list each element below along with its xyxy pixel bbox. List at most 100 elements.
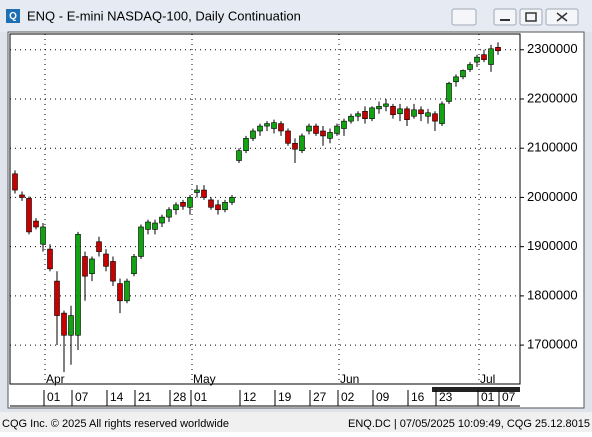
candle-body <box>446 82 452 102</box>
candle-body <box>411 109 417 117</box>
x-tick-label: 01 <box>194 390 208 404</box>
candle-body <box>341 120 347 129</box>
y-tick-label: 2000000 <box>527 189 578 204</box>
candle-body <box>474 56 480 63</box>
candle-body <box>495 47 501 52</box>
x-tick-label: 28 <box>173 390 187 404</box>
candle-body <box>439 103 445 124</box>
candle-body <box>145 221 151 230</box>
candle-body <box>40 226 46 245</box>
candle-body <box>152 222 158 230</box>
maximize-icon <box>525 12 537 22</box>
candle-body <box>61 312 67 336</box>
y-tick-label: 1800000 <box>527 287 578 302</box>
close-icon <box>556 12 568 22</box>
candle-body <box>82 256 88 277</box>
app-icon <box>6 9 20 23</box>
x-tick-label: 19 <box>278 390 292 404</box>
candle-body <box>348 115 354 122</box>
x-tick-label: 27 <box>313 390 327 404</box>
plot-area <box>9 33 521 385</box>
candle-body <box>313 125 319 134</box>
candle-body <box>320 130 326 137</box>
x-tick-label: 09 <box>376 390 390 404</box>
candle-body <box>243 138 249 151</box>
candle-body <box>383 103 389 107</box>
candle-body <box>26 198 32 233</box>
candle-body <box>369 107 375 119</box>
x-tick-label: 01 <box>481 390 495 404</box>
candle-body <box>432 113 438 122</box>
candle-body <box>75 234 81 336</box>
y-tick-label: 1700000 <box>527 337 578 352</box>
candle-body <box>236 150 242 161</box>
footer-left: CQG Inc. © 2025 All rights reserved worl… <box>2 418 229 430</box>
candle-body <box>264 123 270 127</box>
candle-body <box>47 248 53 270</box>
candle-body <box>327 132 333 139</box>
candle-body <box>33 220 39 228</box>
y-tick-label: 1900000 <box>527 238 578 253</box>
candle-body <box>68 315 74 336</box>
candle-body <box>229 197 235 203</box>
candle-body <box>376 106 382 110</box>
candle-body <box>194 189 200 193</box>
x-tick-label: 01 <box>47 390 61 404</box>
scroll-indicator <box>432 387 520 392</box>
candle-body <box>180 202 186 207</box>
chart-layer: 1700000 1800000 1900000 2000000 2100000 22000… <box>10 34 578 406</box>
candle-body <box>257 125 263 132</box>
window-title: ENQ - E-mini NASDAQ-100, Daily Continuat… <box>27 8 301 23</box>
link-button[interactable] <box>451 8 477 26</box>
minimize-button[interactable] <box>493 8 517 26</box>
x-tick-label: 23 <box>439 390 453 404</box>
candle-body <box>460 70 466 78</box>
title-bar <box>0 0 592 32</box>
candle-body <box>187 197 193 208</box>
candle-body <box>208 199 214 208</box>
candle-body <box>467 64 473 70</box>
candle-body <box>488 48 494 65</box>
x-tick-label: 14 <box>110 390 124 404</box>
candle-body <box>201 189 207 198</box>
month-label: Jun <box>340 372 359 386</box>
candle-body <box>173 204 179 211</box>
candle-body <box>334 125 340 134</box>
candle-body <box>250 130 256 139</box>
candle-body <box>222 202 228 211</box>
candle-body <box>96 241 102 252</box>
candle-body <box>271 122 277 129</box>
candle-body <box>285 130 291 144</box>
y-tick-label: 2100000 <box>527 140 578 155</box>
x-tick-label: 21 <box>138 390 152 404</box>
candle-body <box>89 258 95 275</box>
candle-body <box>12 173 18 191</box>
app-icon-letter: Q <box>9 11 17 22</box>
candle-body <box>278 123 284 132</box>
candle-body <box>138 226 144 257</box>
month-label: May <box>193 372 216 386</box>
x-tick-label: 07 <box>75 390 89 404</box>
x-tick-label: 16 <box>411 390 425 404</box>
candle-body <box>54 280 60 316</box>
footer-right: ENQ.DC | 07/05/2025 10:09:49, CQG 25.12.… <box>348 418 590 430</box>
candle-body <box>292 142 298 150</box>
candle-body <box>425 112 431 117</box>
candle-body <box>166 209 172 218</box>
status-bar <box>0 412 592 432</box>
candle-body <box>418 109 424 115</box>
candle-body <box>110 261 116 282</box>
x-tick-label: 12 <box>243 390 257 404</box>
candle-body <box>215 204 221 211</box>
candle-body <box>299 135 305 151</box>
maximize-button[interactable] <box>519 8 543 26</box>
candle-body <box>481 54 487 60</box>
month-label: Jul <box>480 372 495 386</box>
month-label: Apr <box>46 372 65 386</box>
candle-body <box>362 110 368 119</box>
candle-body <box>124 280 130 302</box>
candle-body <box>159 216 165 224</box>
candle-body <box>103 253 109 267</box>
candle-body <box>117 283 123 302</box>
